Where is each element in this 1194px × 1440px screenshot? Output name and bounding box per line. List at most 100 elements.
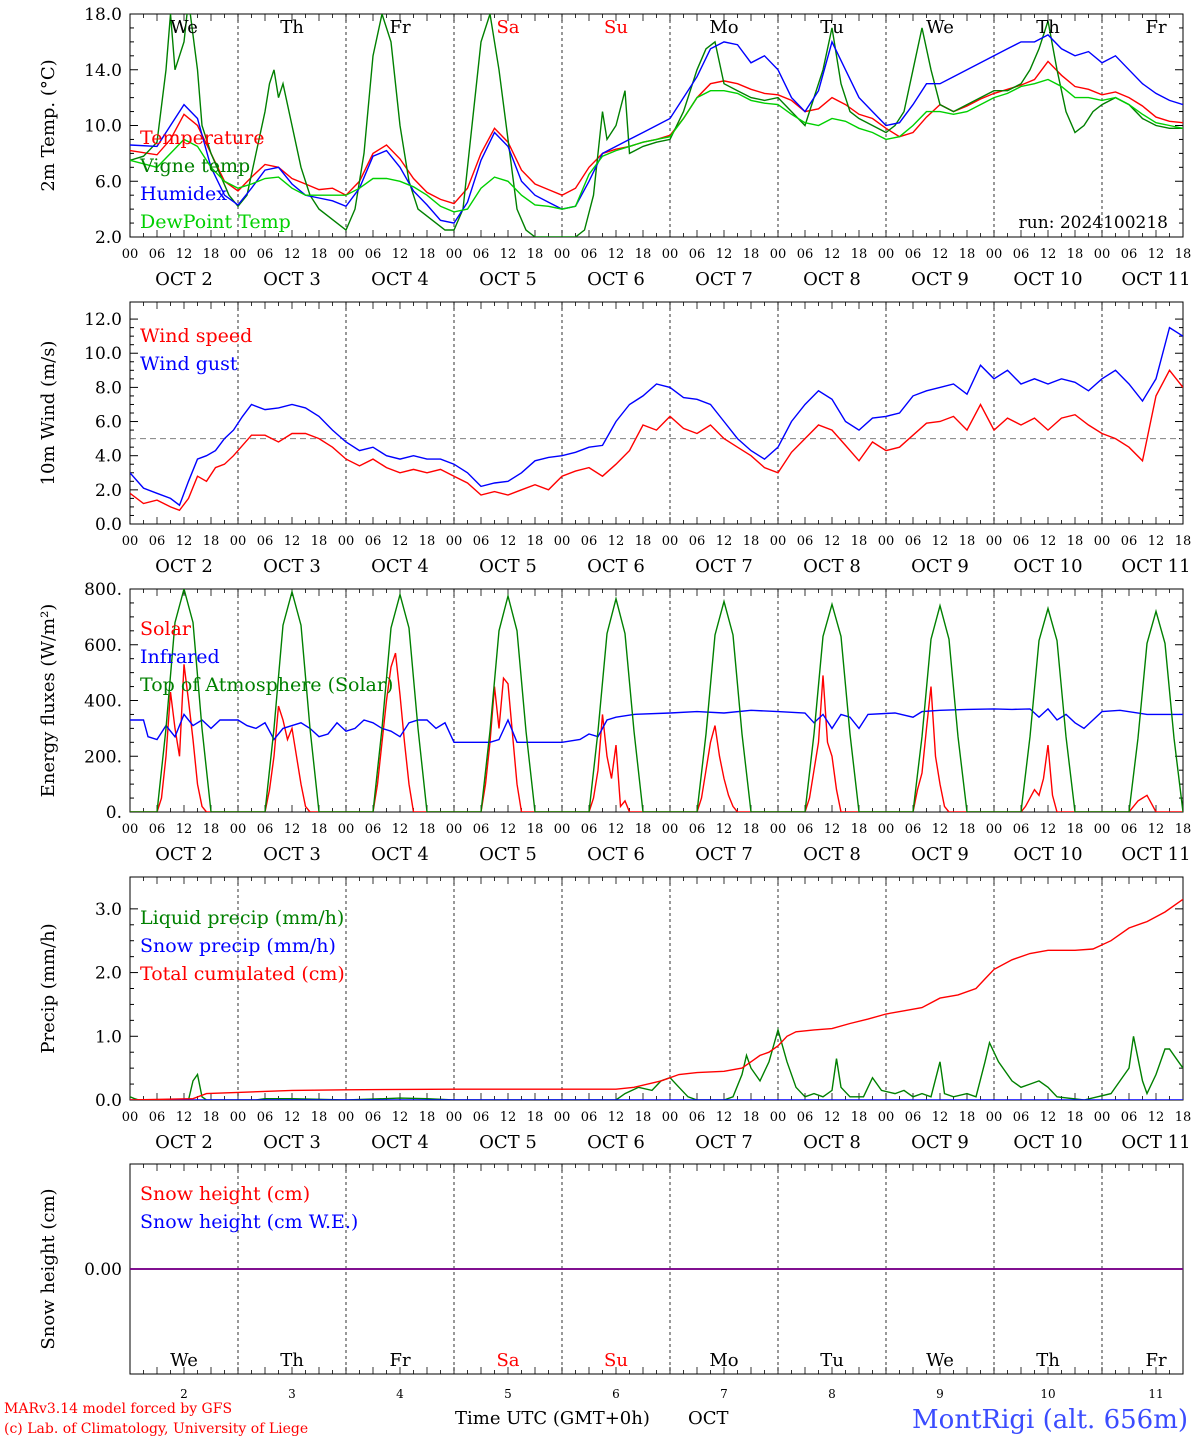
date-label: OCT 9 xyxy=(911,269,969,290)
panel-2: 0.0 2.0 4.0 6.0 8.0 10.0 12.0 10m Wind (m/s) Win… xyxy=(38,301,1191,577)
hour-label: 12 xyxy=(500,822,517,837)
y-tick-label: 4.0 xyxy=(95,447,122,467)
date-label: OCT 11 xyxy=(1121,1132,1190,1153)
hour-label: 12 xyxy=(608,247,625,262)
date-label: OCT 7 xyxy=(695,556,753,577)
hour-label: 12 xyxy=(932,247,949,262)
hour-label: 12 xyxy=(824,247,841,262)
hour-label: 12 xyxy=(1040,534,1057,549)
month-label: OCT xyxy=(688,1408,729,1429)
hour-label: 12 xyxy=(824,534,841,549)
hour-label: 18 xyxy=(851,247,868,262)
hour-label: 18 xyxy=(743,822,760,837)
hour-label: 12 xyxy=(608,534,625,549)
date-label: OCT 5 xyxy=(479,556,537,577)
hour-label: 00 xyxy=(554,247,571,262)
hour-label: 06 xyxy=(905,534,922,549)
y-tick-label: 3.0 xyxy=(95,900,122,920)
hour-label: 00 xyxy=(554,534,571,549)
hour-label: 00 xyxy=(122,822,139,837)
date-label: OCT 4 xyxy=(371,269,429,290)
hour-label: 12 xyxy=(500,534,517,549)
day-name: Fr xyxy=(1145,17,1166,38)
hour-label: 12 xyxy=(392,534,409,549)
date-label: OCT 10 xyxy=(1013,556,1082,577)
bottom-day-name: Th xyxy=(280,1350,304,1371)
hour-label: 18 xyxy=(1067,822,1084,837)
hour-label: 00 xyxy=(1094,534,1111,549)
hour-label: 06 xyxy=(797,534,814,549)
hour-label: 00 xyxy=(878,1110,895,1125)
panel-1: 2.0 6.0 10.0 14.0 18.0 2m Temp. (°C) Temperatu… xyxy=(38,5,1192,290)
y-tick-label: 400. xyxy=(84,692,122,712)
day-name: Th xyxy=(1036,17,1060,38)
time-axis-label: Time UTC (GMT+0h) xyxy=(455,1408,650,1429)
hour-label: 00 xyxy=(122,534,139,549)
hour-label: 06 xyxy=(365,1110,382,1125)
hour-label: 06 xyxy=(1013,822,1030,837)
hour-label: 06 xyxy=(1121,1110,1138,1125)
hour-label: 00 xyxy=(986,1110,1003,1125)
hour-label: 18 xyxy=(1067,534,1084,549)
hour-label: 00 xyxy=(1094,247,1111,262)
hour-label: 18 xyxy=(635,822,652,837)
hour-label: 00 xyxy=(230,247,247,262)
hour-label: 00 xyxy=(446,822,463,837)
series-top-of-atmosphere-solar- xyxy=(130,589,1183,812)
date-label: OCT 4 xyxy=(371,556,429,577)
y-tick-label: 2.0 xyxy=(95,481,122,501)
day-name: We xyxy=(170,17,198,38)
hour-label: 06 xyxy=(473,1110,490,1125)
hour-label: 00 xyxy=(230,534,247,549)
hour-label: 06 xyxy=(1121,247,1138,262)
hour-label: 06 xyxy=(689,534,706,549)
hour-label: 12 xyxy=(932,822,949,837)
legend-entry: Humidex xyxy=(140,183,227,205)
legend-entry: Top of Atmosphere (Solar) xyxy=(140,674,393,696)
hour-label: 18 xyxy=(1175,247,1192,262)
hour-label: 00 xyxy=(770,534,787,549)
legend-entry: Snow height (cm) xyxy=(140,1183,310,1205)
hour-label: 18 xyxy=(1067,1110,1084,1125)
bottom-day-name: Th xyxy=(1036,1350,1060,1371)
hour-label: 18 xyxy=(851,822,868,837)
day-name: Tu xyxy=(820,17,844,38)
hour-label: 18 xyxy=(311,1110,328,1125)
day-name: We xyxy=(926,17,954,38)
day-name: Fr xyxy=(389,17,410,38)
date-label: OCT 2 xyxy=(155,844,213,865)
hour-label: 18 xyxy=(959,822,976,837)
date-label: OCT 9 xyxy=(911,1132,969,1153)
series-solar xyxy=(130,652,1183,812)
y-axis-label: Snow height (cm) xyxy=(38,1188,59,1349)
hour-label: 00 xyxy=(338,1110,355,1125)
hour-label: 12 xyxy=(500,1110,517,1125)
hour-label: 06 xyxy=(149,822,166,837)
hour-label: 12 xyxy=(284,1110,301,1125)
hour-label: 06 xyxy=(1121,822,1138,837)
hour-label: 00 xyxy=(770,822,787,837)
series-dewpoint-temp xyxy=(130,78,1183,213)
hour-label: 18 xyxy=(635,247,652,262)
date-label: OCT 6 xyxy=(587,844,645,865)
panel-5: 0.00 Snow height (cm) Snow height (cm) Snow… xyxy=(38,1163,1184,1375)
hour-label: 12 xyxy=(1148,247,1165,262)
hour-label: 12 xyxy=(284,822,301,837)
y-tick-label: 10.0 xyxy=(84,344,122,364)
hour-label: 06 xyxy=(257,247,274,262)
date-label: OCT 8 xyxy=(803,269,861,290)
hour-label: 06 xyxy=(905,822,922,837)
hour-label: 06 xyxy=(473,822,490,837)
hour-label: 12 xyxy=(1148,822,1165,837)
hour-label: 00 xyxy=(662,1110,679,1125)
hour-label: 18 xyxy=(203,1110,220,1125)
y-tick-label: 18.0 xyxy=(84,5,122,25)
date-label: OCT 10 xyxy=(1013,1132,1082,1153)
hour-label: 06 xyxy=(1013,1110,1030,1125)
panels: 2.0 6.0 10.0 14.0 18.0 2m Temp. (°C) Temperatu… xyxy=(38,5,1192,1401)
bottom-day-name: We xyxy=(926,1350,954,1371)
panel-3: 0. 200. 400. 600. 800. Energy fluxes (W/m²) So… xyxy=(38,580,1191,865)
hour-label: 06 xyxy=(365,247,382,262)
bottom-day-number: 5 xyxy=(504,1387,512,1401)
